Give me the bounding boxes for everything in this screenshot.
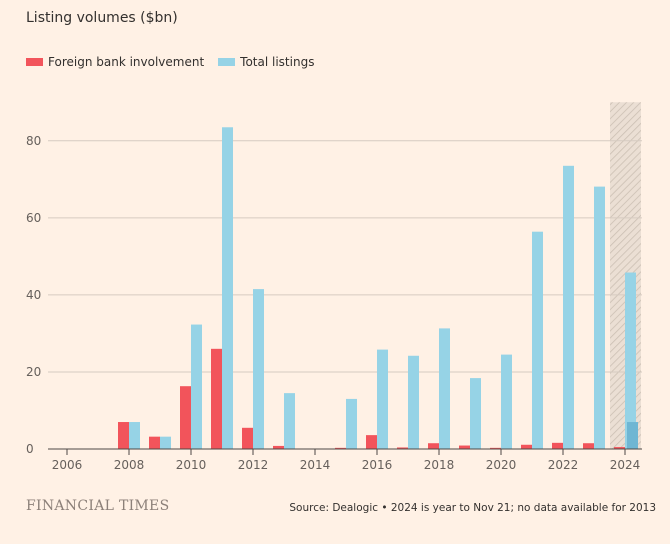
bar-total-2010	[222, 127, 233, 449]
x-tick-label-2010: 2010	[176, 458, 207, 472]
bar-total-2020	[532, 231, 543, 449]
legend-swatch-total	[218, 58, 236, 66]
bar-foreign-2016	[397, 447, 408, 449]
bar-foreign-2023	[614, 447, 625, 449]
x-tick-label-2018: 2018	[424, 458, 455, 472]
bar-foreign-2011	[242, 427, 253, 449]
y-tick-label-60: 60	[26, 211, 41, 225]
y-tick-label-80: 80	[26, 134, 41, 148]
bar-foreign-2009	[180, 386, 191, 449]
bar-total-2007	[129, 422, 140, 449]
y-tick-label-40: 40	[26, 288, 41, 302]
x-tick-label-2006: 2006	[52, 458, 83, 472]
legend-item-foreign: Foreign bank involvement	[26, 55, 204, 69]
legend-swatch-foreign	[26, 58, 43, 66]
x-tick-label-2020: 2020	[486, 458, 517, 472]
bar-total-2019	[501, 354, 512, 449]
y-tick-label-20: 20	[26, 365, 41, 379]
bar-foreign-2012	[273, 445, 284, 449]
bar-total-2018	[470, 378, 481, 449]
bar-total-2012	[284, 393, 295, 449]
x-tick-label-2016: 2016	[362, 458, 393, 472]
x-tick-label-2012: 2012	[238, 458, 269, 472]
bar-foreign-2021	[552, 442, 563, 449]
bar-foreign-2014	[335, 447, 346, 449]
brand-logo: FINANCIAL TIMES	[26, 498, 170, 514]
bar-total-2015	[377, 349, 388, 449]
legend-label-total: Total listings	[240, 55, 315, 69]
x-tick-label-2014: 2014	[300, 458, 331, 472]
bar-total-2023	[625, 272, 636, 449]
bar-total-2009	[191, 324, 202, 449]
y-tick-label-0: 0	[26, 442, 34, 456]
source-note: Source: Dealogic • 2024 is year to Nov 2…	[289, 502, 656, 514]
bar-foreign-2020	[521, 444, 532, 449]
bar-total-2011	[253, 289, 264, 449]
bar-foreign-2010	[211, 348, 222, 449]
bar-total-2016	[408, 355, 419, 449]
bar-foreign-2018	[459, 445, 470, 449]
x-tick-label-2024: 2024	[610, 458, 641, 472]
bar-foreign-2008	[149, 436, 160, 449]
bar-foreign-2007	[118, 422, 129, 449]
chart-title: Listing volumes ($bn)	[26, 10, 178, 26]
bar-total-2017	[439, 328, 450, 449]
bar-total-2021	[563, 165, 574, 449]
legend-item-total: Total listings	[218, 55, 314, 69]
x-tick-label-2008: 2008	[114, 458, 145, 472]
bar-foreign-2022	[583, 443, 594, 449]
bar-foreign-2015	[366, 435, 377, 449]
legend: Foreign bank involvement Total listings	[26, 55, 328, 69]
bar-foreign-2019	[490, 447, 501, 449]
bar-total-2014	[346, 398, 357, 449]
x-tick-label-2022: 2022	[548, 458, 579, 472]
bar-foreign-2017	[428, 443, 439, 449]
bar-total-2024	[627, 422, 638, 449]
bar-total-2008	[160, 436, 171, 449]
bar-total-2022	[594, 186, 605, 449]
legend-label-foreign: Foreign bank involvement	[48, 55, 205, 69]
